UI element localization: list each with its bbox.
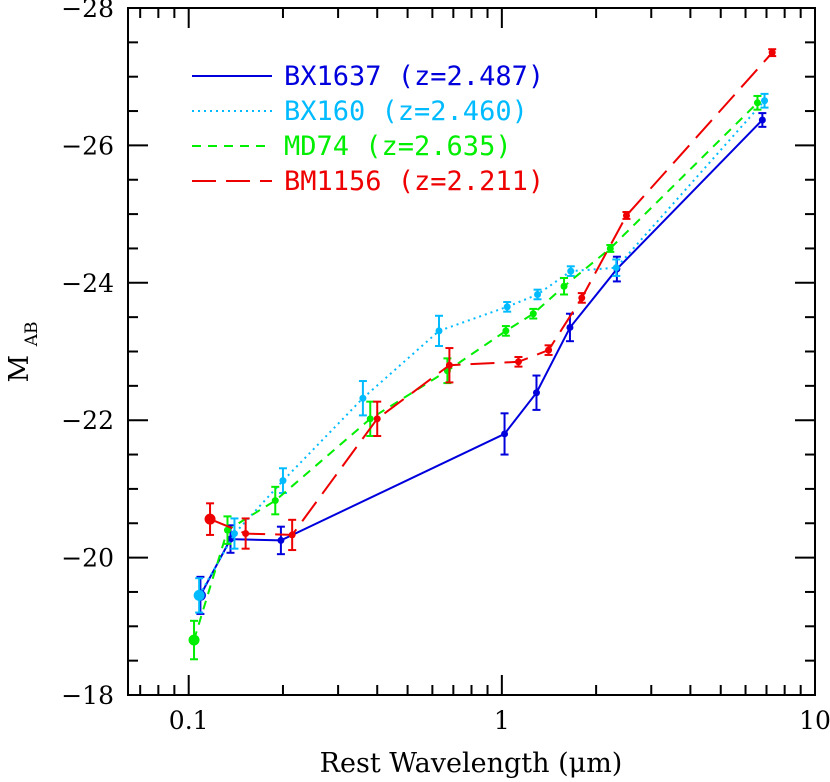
legend-label: BX160 (z=2.460) (284, 96, 528, 127)
data-point (502, 327, 510, 335)
data-point (277, 536, 285, 544)
y-tick-label: −24 (61, 269, 114, 298)
data-point (529, 310, 537, 318)
data-point (445, 361, 453, 369)
x-tick-label: 1 (494, 706, 510, 735)
data-point (566, 323, 574, 331)
data-point (359, 394, 367, 402)
data-point (606, 244, 614, 252)
data-point (534, 290, 542, 298)
x-tick-label: 10 (799, 706, 830, 735)
data-point (753, 99, 761, 107)
data-point (366, 415, 374, 423)
tick-labels: 0.1 1 10 −28 −26 −24 −22 −20 −18 (61, 0, 830, 735)
data-point (758, 116, 766, 124)
legend: BX1637 (z=2.487) BX160 (z=2.460) MD74 (z=2… (192, 61, 544, 197)
y-tick-label: −28 (61, 0, 114, 23)
data-point (242, 530, 250, 538)
y-axis-title-subscript: AB (22, 321, 42, 347)
y-tick-label: −22 (61, 406, 114, 435)
data-point (193, 589, 205, 601)
data-point (768, 49, 776, 57)
legend-label: BX1637 (z=2.487) (284, 61, 544, 92)
data-point (622, 211, 630, 219)
data-point (230, 530, 238, 538)
data-point (373, 415, 381, 423)
data-point (567, 267, 575, 275)
series-4 (204, 48, 777, 552)
data-point (578, 294, 586, 302)
y-tick-label: −20 (61, 544, 114, 573)
legend-label: MD74 (z=2.635) (284, 131, 512, 162)
data-point (532, 389, 540, 397)
x-axis-title: Rest Wavelength (μm) (320, 748, 623, 779)
data-point (188, 634, 200, 646)
data-point (279, 477, 287, 485)
x-tick-label: 0.1 (169, 706, 209, 735)
data-point (514, 358, 522, 366)
data-point (612, 264, 620, 272)
data-point (435, 327, 443, 335)
data-point (761, 97, 769, 105)
y-axis-title: M AB (4, 321, 42, 382)
data-point (288, 531, 296, 539)
axis-ticks (128, 7, 816, 696)
y-tick-label: −18 (61, 681, 114, 710)
y-tick-label: −26 (61, 131, 114, 160)
series-2 (193, 92, 769, 614)
series-line (193, 102, 759, 641)
data-point (501, 430, 509, 438)
series-layer (188, 48, 777, 661)
data-point (503, 303, 511, 311)
data-point (271, 497, 279, 505)
data-point (204, 513, 216, 525)
data-point (560, 282, 568, 290)
data-point (223, 526, 231, 534)
series-line (199, 119, 764, 596)
data-point (545, 346, 553, 354)
legend-label: BM1156 (z=2.211) (284, 166, 544, 197)
y-axis-title-main: M (4, 355, 35, 383)
series-line (209, 52, 773, 536)
